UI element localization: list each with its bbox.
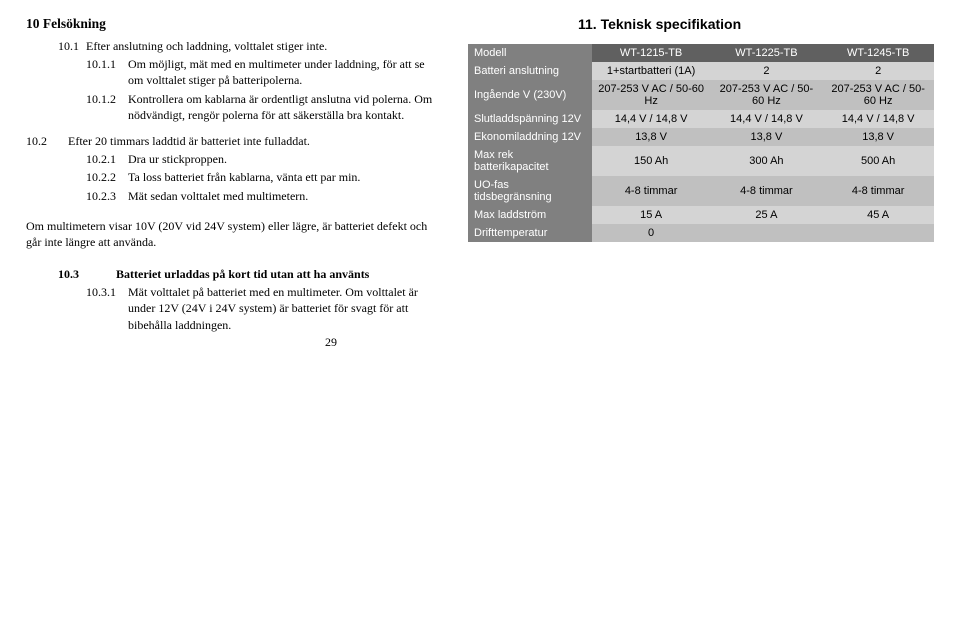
row-value: 2 <box>822 62 934 80</box>
right-column: 11. Teknisk specifikation Modell WT-1215… <box>468 16 934 350</box>
row-value: 15 A <box>592 206 711 224</box>
item-text: Kontrollera om kablarna är ordentligt an… <box>128 91 436 123</box>
row-value: 1+startbatteri (1A) <box>592 62 711 80</box>
item-number: 10.1.1 <box>86 56 128 88</box>
row-value: 500 Ah <box>822 146 934 176</box>
item-10-2-1: 10.2.1 Dra ur stickproppen. <box>86 151 436 167</box>
row-value: 4-8 timmar <box>592 176 711 206</box>
row-value: 14,4 V / 14,8 V <box>592 110 711 128</box>
item-number: 10.2.3 <box>86 188 128 204</box>
item-number: 10.2 <box>26 133 68 149</box>
row-value: 14,4 V / 14,8 V <box>711 110 823 128</box>
table-header-row: Modell WT-1215-TB WT-1225-TB WT-1245-TB <box>468 44 934 62</box>
col-header: WT-1245-TB <box>822 44 934 62</box>
item-number: 10.2.1 <box>86 151 128 167</box>
table-row: Slutladdspänning 12V14,4 V / 14,8 V14,4 … <box>468 110 934 128</box>
table-row: Ingående V (230V)207-253 V AC / 50-60 Hz… <box>468 80 934 110</box>
item-text: Dra ur stickproppen. <box>128 151 436 167</box>
item-10-2: 10.2 Efter 20 timmars laddtid är batteri… <box>26 133 436 149</box>
row-value: 207-253 V AC / 50-60 Hz <box>822 80 934 110</box>
table-row: Batteri anslutning1+startbatteri (1A)22 <box>468 62 934 80</box>
item-10-1-1: 10.1.1 Om möjligt, mät med en multimeter… <box>86 56 436 88</box>
row-value: 4-8 timmar <box>711 176 823 206</box>
left-column: 10 Felsökning 10.1 Efter anslutning och … <box>26 16 468 350</box>
item-text: Mät volttalet på batteriet med en multim… <box>128 284 436 333</box>
table-row: UO-fas tidsbegränsning4-8 timmar4-8 timm… <box>468 176 934 206</box>
row-value: 13,8 V <box>822 128 934 146</box>
row-value: 45 A <box>822 206 934 224</box>
col-header: WT-1215-TB <box>592 44 711 62</box>
item-text: Batteriet urladdas på kort tid utan att … <box>116 266 436 282</box>
row-value: 207-253 V AC / 50-60 Hz <box>592 80 711 110</box>
row-value: 2 <box>711 62 823 80</box>
item-number: 10.1.2 <box>86 91 128 123</box>
item-text: Mät sedan volttalet med multimetern. <box>128 188 436 204</box>
row-value <box>711 224 823 242</box>
table-row: Drifttemperatur0 <box>468 224 934 242</box>
multimeter-note: Om multimetern visar 10V (20V vid 24V sy… <box>26 218 436 250</box>
item-text: Om möjligt, mät med en multimeter under … <box>128 56 436 88</box>
item-number: 10.3.1 <box>86 284 128 333</box>
row-value: 0 <box>592 224 711 242</box>
row-label: UO-fas tidsbegränsning <box>468 176 592 206</box>
row-value: 13,8 V <box>711 128 823 146</box>
row-value: 150 Ah <box>592 146 711 176</box>
row-label: Ingående V (230V) <box>468 80 592 110</box>
item-text: Efter 20 timmars laddtid är batteriet in… <box>68 133 436 149</box>
row-label: Ekonomiladdning 12V <box>468 128 592 146</box>
row-value: 13,8 V <box>592 128 711 146</box>
table-row: Max rek batterikapacitet150 Ah300 Ah500 … <box>468 146 934 176</box>
row-label: Batteri anslutning <box>468 62 592 80</box>
row-label: Drifttemperatur <box>468 224 592 242</box>
row-value <box>822 224 934 242</box>
item-number: 10.1 <box>58 38 86 54</box>
item-10-1: 10.1 Efter anslutning och laddning, volt… <box>58 38 436 54</box>
table-row: Ekonomiladdning 12V13,8 V13,8 V13,8 V <box>468 128 934 146</box>
row-value: 14,4 V / 14,8 V <box>822 110 934 128</box>
row-label: Max rek batterikapacitet <box>468 146 592 176</box>
item-text: Efter anslutning och laddning, volttalet… <box>86 38 436 54</box>
row-value: 207-253 V AC / 50-60 Hz <box>711 80 823 110</box>
col-header: Modell <box>468 44 592 62</box>
row-label: Slutladdspänning 12V <box>468 110 592 128</box>
item-10-2-2: 10.2.2 Ta loss batteriet från kablarna, … <box>86 169 436 185</box>
item-10-2-3: 10.2.3 Mät sedan volttalet med multimete… <box>86 188 436 204</box>
item-10-1-2: 10.1.2 Kontrollera om kablarna är ordent… <box>86 91 436 123</box>
row-value: 25 A <box>711 206 823 224</box>
section-11-title: 11. Teknisk specifikation <box>578 16 934 32</box>
item-10-3: 10.3 Batteriet urladdas på kort tid utan… <box>58 266 436 282</box>
table-row: Max laddström15 A25 A45 A <box>468 206 934 224</box>
row-label: Max laddström <box>468 206 592 224</box>
item-number: 10.2.2 <box>86 169 128 185</box>
page-number: 29 <box>26 335 436 350</box>
row-value: 4-8 timmar <box>822 176 934 206</box>
item-number: 10.3 <box>58 266 116 282</box>
row-value: 300 Ah <box>711 146 823 176</box>
section-10-title: 10 Felsökning <box>26 16 436 32</box>
col-header: WT-1225-TB <box>711 44 823 62</box>
item-text: Ta loss batteriet från kablarna, vänta e… <box>128 169 436 185</box>
item-10-3-1: 10.3.1 Mät volttalet på batteriet med en… <box>86 284 436 333</box>
spec-table: Modell WT-1215-TB WT-1225-TB WT-1245-TB … <box>468 44 934 242</box>
